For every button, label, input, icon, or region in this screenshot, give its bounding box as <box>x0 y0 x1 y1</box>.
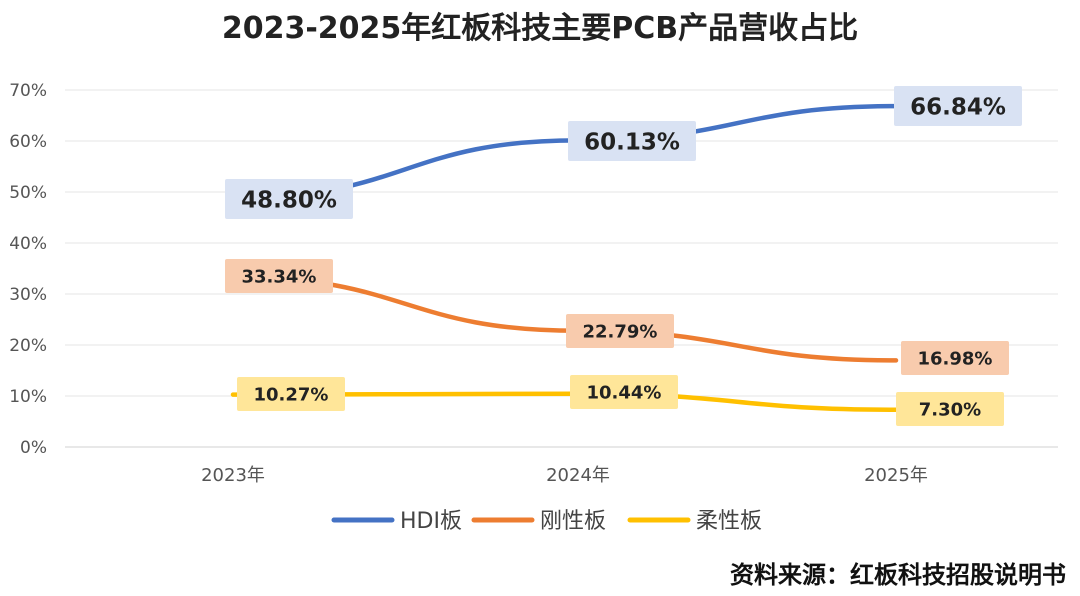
data-label-text: 10.27% <box>254 384 329 405</box>
data-label-text: 60.13% <box>584 129 680 155</box>
y-tick-label: 20% <box>9 336 47 356</box>
y-tick-label: 70% <box>9 81 47 101</box>
data-label-box <box>225 179 353 219</box>
data-label: 10.27% <box>237 377 345 411</box>
data-label-text: 22.79% <box>583 321 658 342</box>
x-tick-label: 2023年 <box>201 465 265 486</box>
data-label-box <box>237 377 345 411</box>
data-label-text: 10.44% <box>587 382 662 403</box>
data-label-text: 48.80% <box>241 187 337 213</box>
source-note: 资料来源：红板科技招股说明书 <box>730 561 1066 589</box>
data-label-box <box>901 341 1009 375</box>
y-tick-label: 30% <box>9 285 47 305</box>
data-label: 48.80% <box>225 179 353 219</box>
legend: HDI板 刚性板 柔性板 <box>331 509 762 534</box>
y-tick-label: 60% <box>9 132 47 152</box>
legend-item: 刚性板 <box>471 509 606 534</box>
data-label: 10.44% <box>570 375 678 409</box>
x-axis: 2023年 2024年 2025年 <box>201 465 928 486</box>
data-label: 60.13% <box>568 121 696 161</box>
data-label: 16.98% <box>901 341 1009 375</box>
legend-label: 刚性板 <box>540 509 606 534</box>
data-label-box <box>896 392 1004 426</box>
data-label-text: 7.30% <box>919 399 981 420</box>
y-tick-label: 0% <box>20 438 47 458</box>
data-label: 33.34% <box>225 259 333 293</box>
data-label: 7.30% <box>896 392 1004 426</box>
data-label-box <box>894 86 1022 126</box>
data-label-text: 66.84% <box>910 94 1006 120</box>
series-lines <box>230 103 899 413</box>
y-tick-label: 50% <box>9 183 47 203</box>
x-tick-label: 2024年 <box>546 465 610 486</box>
legend-item: 柔性板 <box>627 509 762 534</box>
y-axis: 0% 10% 20% 30% 40% 50% 60% 70% <box>9 81 47 458</box>
data-label-text: 33.34% <box>242 266 317 287</box>
legend-label: 柔性板 <box>696 509 762 534</box>
y-tick-label: 10% <box>9 387 47 407</box>
data-label-box <box>566 314 674 348</box>
data-label-box <box>568 121 696 161</box>
chart-title: 2023-2025年红板科技主要PCB产品营收占比 <box>222 11 858 46</box>
data-label: 22.79% <box>566 314 674 348</box>
data-label-box <box>225 259 333 293</box>
data-label-box <box>570 375 678 409</box>
legend-label: HDI板 <box>400 509 462 534</box>
y-tick-label: 40% <box>9 234 47 254</box>
data-labels: 48.80% 60.13% 66.84% 33.34% 22.79% 16.98% 10.2… <box>225 86 1022 426</box>
data-label: 66.84% <box>894 86 1022 126</box>
x-tick-label: 2025年 <box>864 465 928 486</box>
legend-item: HDI板 <box>331 509 462 534</box>
data-label-text: 16.98% <box>918 348 993 369</box>
